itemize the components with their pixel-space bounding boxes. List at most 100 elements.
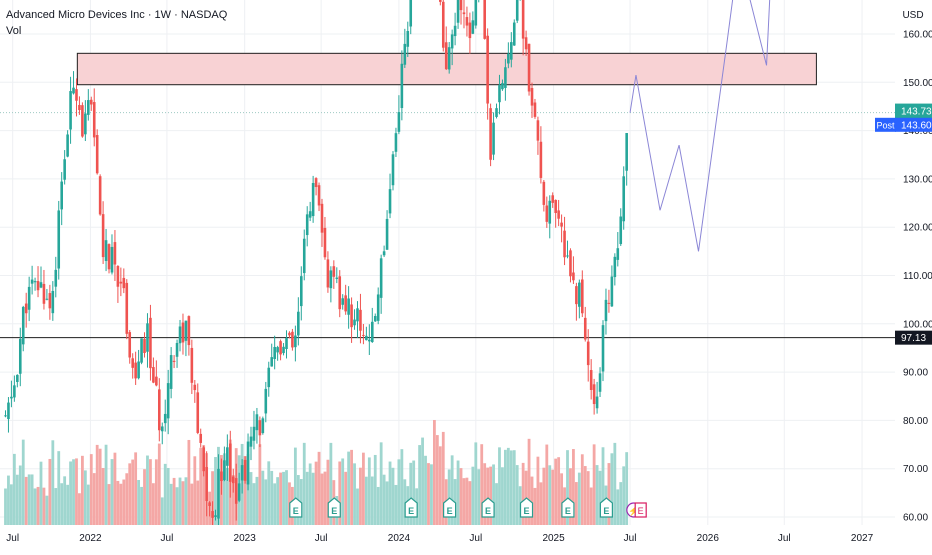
candle-body bbox=[545, 205, 549, 222]
volume-bar bbox=[569, 468, 572, 525]
volume-bar bbox=[373, 454, 377, 525]
candle-body bbox=[616, 248, 620, 260]
volume-bar bbox=[83, 470, 87, 525]
volume-bar bbox=[95, 444, 99, 525]
candle-body bbox=[554, 199, 557, 214]
candle-body bbox=[453, 25, 457, 37]
candle-body bbox=[604, 299, 608, 322]
volume-bar bbox=[501, 467, 504, 525]
candle-body bbox=[166, 383, 170, 419]
volume-bar bbox=[385, 481, 389, 525]
candle-body bbox=[504, 67, 507, 88]
price-tick-label: 100.00 bbox=[903, 319, 932, 330]
volume-bar bbox=[397, 459, 401, 525]
volume-bar bbox=[231, 475, 235, 525]
volume-bar bbox=[412, 460, 416, 525]
candle-body bbox=[134, 362, 137, 379]
candle-body bbox=[456, 0, 460, 23]
symbol-title[interactable]: Advanced Micro Devices Inc · 1W · NASDAQ bbox=[6, 9, 228, 21]
volume-bar bbox=[435, 435, 439, 525]
candle-body bbox=[294, 335, 297, 348]
volume-bar bbox=[598, 470, 602, 525]
candle-body bbox=[515, 0, 519, 21]
volume-bar bbox=[125, 473, 129, 525]
candle-body bbox=[619, 216, 623, 245]
volume-bar bbox=[7, 475, 10, 525]
volume-bar bbox=[143, 469, 146, 525]
candle-body bbox=[373, 316, 377, 322]
candle-body bbox=[184, 320, 188, 341]
time-axis-panel[interactable] bbox=[0, 525, 932, 550]
volume-bar bbox=[572, 449, 575, 525]
price-axis-panel[interactable] bbox=[895, 0, 932, 525]
volume-bar bbox=[595, 465, 599, 525]
candle-body bbox=[580, 279, 584, 314]
candle-body bbox=[146, 323, 149, 352]
candle-body bbox=[160, 426, 164, 432]
volume-indicator-label[interactable]: Vol bbox=[6, 25, 22, 37]
volume-bar bbox=[409, 462, 413, 525]
candle-body bbox=[338, 276, 342, 310]
volume-bar bbox=[430, 464, 433, 525]
earnings-icon[interactable] bbox=[519, 497, 534, 518]
volume-bar bbox=[350, 449, 353, 525]
candle-body bbox=[24, 303, 28, 314]
earnings-icon[interactable] bbox=[599, 497, 613, 518]
candle-body bbox=[21, 306, 25, 345]
volume-bar bbox=[480, 444, 484, 525]
candle-body bbox=[297, 311, 300, 336]
volume-bar bbox=[178, 477, 182, 525]
volume-bar bbox=[498, 447, 501, 525]
candle-body bbox=[563, 230, 566, 258]
candle-body bbox=[347, 298, 350, 315]
time-tick-label: Jul bbox=[624, 533, 637, 544]
volume-bar bbox=[506, 447, 510, 525]
volume-bar bbox=[367, 457, 371, 525]
volume-bar bbox=[311, 472, 315, 525]
candle-body bbox=[276, 347, 279, 353]
volume-bar bbox=[527, 438, 531, 525]
earnings-glyph: E bbox=[565, 506, 571, 516]
candle-body bbox=[187, 316, 191, 346]
volume-bar bbox=[202, 445, 206, 525]
candle-body bbox=[444, 42, 448, 70]
earnings-icon[interactable] bbox=[481, 497, 495, 518]
candle-body bbox=[237, 483, 241, 501]
candle-body bbox=[116, 265, 120, 287]
earnings-icon[interactable] bbox=[289, 497, 303, 518]
candle-body bbox=[385, 218, 389, 250]
candle-body bbox=[16, 374, 19, 382]
candle-body bbox=[512, 22, 516, 46]
candle-body bbox=[625, 133, 628, 171]
candle-body bbox=[462, 12, 466, 15]
volume-bar bbox=[39, 461, 43, 525]
candle-body bbox=[208, 502, 211, 506]
volume-bar bbox=[574, 482, 578, 525]
volume-bar bbox=[456, 460, 460, 525]
candle-body bbox=[261, 418, 265, 434]
earnings-icon[interactable] bbox=[561, 497, 575, 518]
candle-body bbox=[175, 342, 179, 357]
volume-bar bbox=[450, 455, 454, 525]
candle-body bbox=[267, 367, 271, 388]
upcoming-earnings-icon[interactable] bbox=[634, 502, 647, 518]
volume-bar bbox=[483, 463, 487, 525]
volume-bar bbox=[548, 465, 552, 525]
volume-bar bbox=[18, 465, 22, 525]
candle-body bbox=[172, 360, 176, 362]
earnings-icon[interactable] bbox=[404, 497, 418, 518]
candle-body bbox=[391, 154, 395, 186]
candle-body bbox=[158, 389, 161, 431]
candle-body bbox=[279, 341, 282, 355]
earnings-icon[interactable] bbox=[443, 497, 457, 518]
candle-body bbox=[110, 246, 114, 273]
volume-bar bbox=[433, 420, 436, 525]
candle-body bbox=[87, 100, 90, 115]
volume-bar bbox=[86, 484, 90, 525]
earnings-icon[interactable] bbox=[327, 497, 341, 518]
candle-body bbox=[149, 317, 152, 369]
candle-body bbox=[264, 388, 268, 414]
candle-body bbox=[302, 238, 306, 274]
